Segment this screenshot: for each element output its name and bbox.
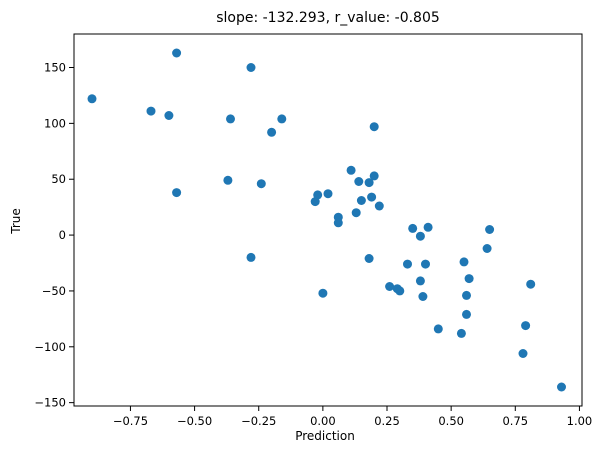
- data-point: [521, 321, 531, 331]
- data-point: [415, 231, 425, 241]
- y-tick-label: −150: [34, 396, 66, 410]
- data-point: [333, 218, 343, 228]
- data-point: [485, 225, 495, 234]
- x-tick-label: −0.75: [113, 414, 148, 428]
- data-point: [246, 252, 256, 262]
- data-point: [354, 177, 364, 186]
- data-point: [462, 309, 471, 319]
- y-tick-label: 0: [59, 228, 66, 242]
- data-point: [226, 114, 235, 124]
- data-point: [526, 279, 536, 289]
- data-point: [557, 382, 566, 392]
- data-point: [246, 63, 256, 72]
- x-tick-label: −0.50: [177, 414, 212, 428]
- y-axis-label: True: [9, 208, 23, 235]
- data-point: [172, 188, 182, 198]
- data-point: [421, 259, 430, 269]
- data-point: [385, 282, 395, 291]
- data-point: [364, 254, 374, 263]
- ticks-layer: −0.75 −0.50 −0.25 0.00 0.25 0.50 0.75 1.00 −150 −…: [34, 61, 592, 428]
- y-tick-label: −50: [42, 284, 66, 298]
- data-point: [459, 257, 469, 267]
- data-point: [403, 259, 412, 269]
- data-point: [482, 244, 492, 253]
- data-point: [146, 106, 156, 116]
- data-point: [364, 178, 374, 188]
- data-point: [423, 222, 433, 232]
- data-point: [346, 165, 356, 175]
- data-point: [418, 292, 428, 301]
- data-point: [367, 192, 377, 202]
- chart-title: slope: -132.293, r_value: -0.805: [216, 10, 440, 26]
- data-point: [356, 196, 366, 205]
- x-tick-label: 1.00: [567, 414, 593, 428]
- axes-frame: [73, 33, 583, 407]
- data-point: [464, 274, 474, 284]
- y-tick-label: 50: [51, 172, 66, 186]
- data-point: [267, 127, 277, 137]
- x-tick-label: −0.25: [241, 414, 276, 428]
- data-point: [518, 349, 528, 358]
- points-layer: [87, 48, 566, 392]
- x-tick-label: 0.75: [502, 414, 528, 428]
- data-point: [172, 48, 182, 58]
- data-point: [369, 171, 379, 181]
- x-tick-label: 0.50: [438, 414, 464, 428]
- data-point: [433, 324, 443, 334]
- data-point: [351, 208, 361, 218]
- x-axis-label: Prediction: [295, 429, 355, 443]
- data-point: [456, 328, 466, 338]
- data-point: [223, 175, 233, 185]
- data-point: [415, 276, 425, 286]
- data-point: [369, 122, 379, 132]
- data-point: [256, 179, 266, 189]
- data-point: [164, 111, 174, 120]
- data-point: [395, 286, 405, 296]
- y-tick-label: −100: [34, 340, 66, 354]
- data-point: [323, 189, 333, 199]
- x-tick-label: 0.00: [310, 414, 336, 428]
- data-point: [462, 290, 471, 300]
- data-point: [374, 201, 384, 211]
- y-tick-label: 100: [44, 116, 66, 130]
- x-tick-label: 0.25: [374, 414, 400, 428]
- data-point: [313, 190, 323, 200]
- data-point: [318, 288, 328, 298]
- data-point: [408, 223, 418, 233]
- y-tick-label: 150: [44, 61, 66, 75]
- data-point: [87, 94, 97, 104]
- data-point: [277, 114, 287, 124]
